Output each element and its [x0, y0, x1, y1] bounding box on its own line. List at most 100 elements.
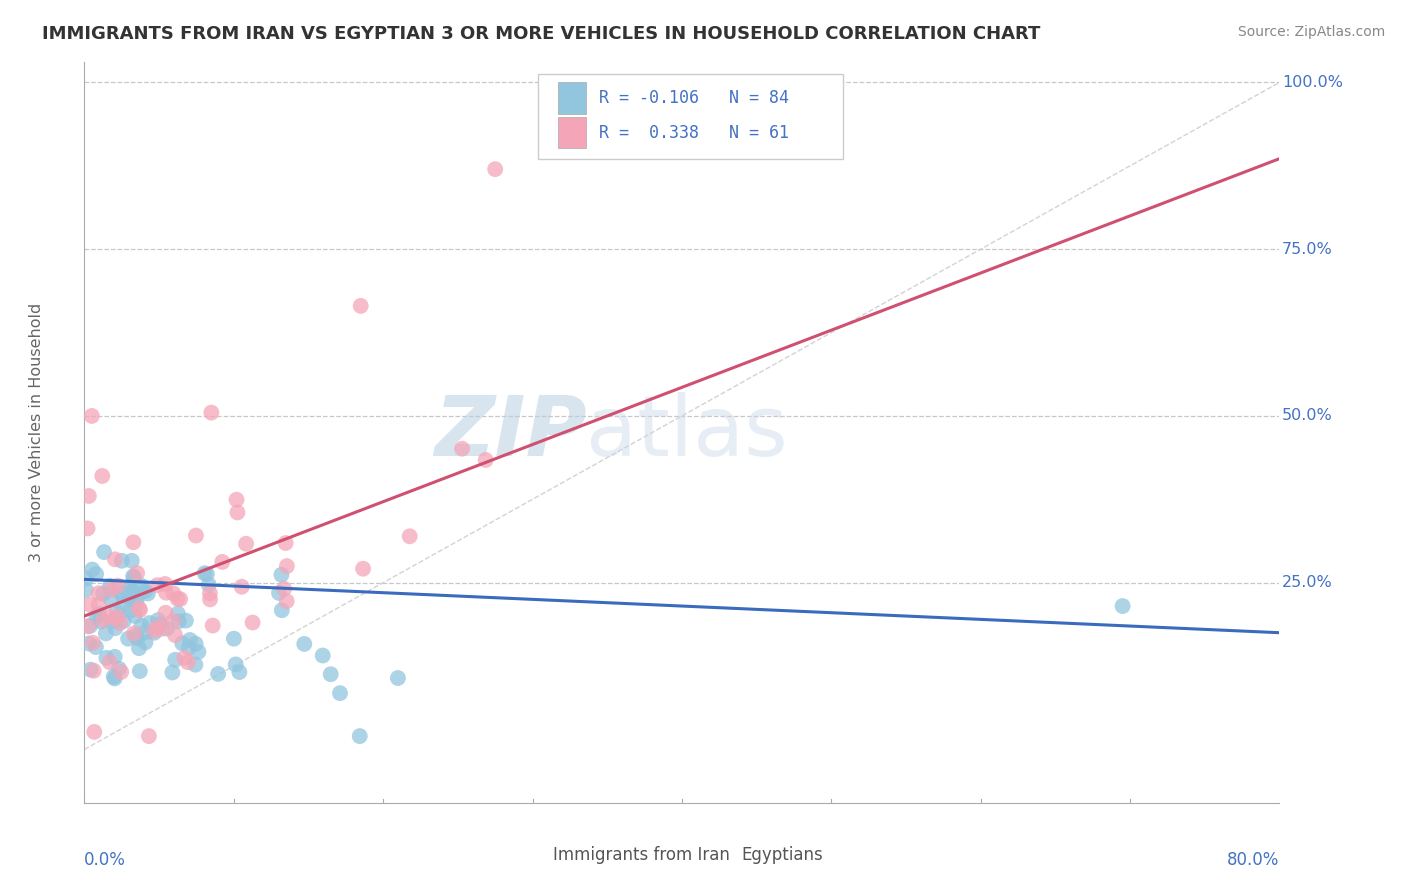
Point: [83, 724, 105, 739]
Point: [146, 613, 169, 627]
Point: [387, 671, 409, 685]
Text: 25.0%: 25.0%: [1282, 575, 1333, 591]
Point: [111, 599, 134, 614]
Point: [122, 569, 145, 583]
Point: [200, 406, 222, 420]
Point: [108, 615, 131, 630]
Point: [211, 555, 233, 569]
Point: [105, 604, 128, 618]
Point: [187, 645, 209, 659]
Text: 75.0%: 75.0%: [1282, 242, 1333, 257]
Point: [75, 571, 97, 585]
Point: [96, 651, 118, 665]
Point: [129, 579, 152, 593]
Point: [174, 614, 197, 628]
Point: [91, 469, 114, 483]
Point: [177, 655, 200, 669]
Point: [79, 619, 101, 633]
Point: [451, 442, 474, 456]
Point: [162, 665, 184, 680]
Point: [228, 665, 250, 679]
Point: [350, 299, 373, 313]
Point: [118, 604, 141, 618]
Point: [87, 598, 110, 612]
Point: [162, 614, 184, 628]
Point: [201, 618, 224, 632]
Point: [179, 632, 201, 647]
Point: [198, 586, 221, 600]
Point: [79, 663, 101, 677]
Point: [117, 632, 139, 646]
Text: atlas: atlas: [586, 392, 787, 473]
Point: [107, 579, 129, 593]
Point: [165, 628, 187, 642]
Point: [184, 637, 207, 651]
Point: [84, 567, 107, 582]
Point: [162, 586, 184, 600]
Point: [108, 585, 131, 599]
Point: [110, 665, 132, 679]
Point: [329, 686, 352, 700]
Text: IMMIGRANTS FROM IRAN VS EGYPTIAN 3 OR MORE VEHICLES IN HOUSEHOLD CORRELATION CHA: IMMIGRANTS FROM IRAN VS EGYPTIAN 3 OR MO…: [42, 25, 1040, 43]
Point: [128, 601, 150, 615]
FancyBboxPatch shape: [538, 73, 844, 159]
Text: Source: ZipAtlas.com: Source: ZipAtlas.com: [1237, 25, 1385, 39]
Point: [235, 537, 257, 551]
Point: [77, 619, 100, 633]
Point: [173, 650, 195, 665]
Point: [312, 648, 335, 663]
Point: [127, 632, 149, 646]
FancyBboxPatch shape: [519, 840, 548, 871]
Point: [194, 566, 217, 581]
Point: [82, 563, 104, 577]
Point: [112, 614, 135, 628]
Point: [98, 609, 121, 624]
Point: [104, 621, 127, 635]
Point: [156, 622, 179, 636]
Point: [136, 586, 159, 600]
Point: [128, 664, 150, 678]
Text: Egyptians: Egyptians: [742, 847, 824, 864]
Point: [79, 598, 101, 612]
Point: [352, 562, 374, 576]
Point: [104, 649, 127, 664]
Point: [104, 672, 127, 686]
Point: [75, 582, 97, 597]
Point: [86, 609, 108, 624]
Text: 100.0%: 100.0%: [1282, 75, 1343, 90]
Point: [274, 536, 297, 550]
FancyBboxPatch shape: [707, 840, 735, 871]
Point: [82, 636, 104, 650]
Point: [103, 670, 125, 684]
Point: [98, 579, 121, 593]
Point: [167, 615, 190, 629]
Point: [165, 653, 187, 667]
Point: [177, 640, 200, 655]
Point: [131, 618, 153, 632]
Point: [222, 632, 245, 646]
Point: [77, 636, 100, 650]
Point: [225, 657, 247, 672]
Point: [198, 592, 221, 607]
Point: [474, 453, 496, 467]
Point: [166, 607, 188, 621]
Point: [143, 625, 166, 640]
Point: [111, 554, 134, 568]
Point: [150, 622, 173, 636]
Point: [149, 617, 172, 632]
Point: [155, 585, 177, 599]
Point: [93, 545, 115, 559]
Point: [89, 607, 111, 621]
Text: R = -0.106   N = 84: R = -0.106 N = 84: [599, 89, 789, 107]
Point: [225, 492, 247, 507]
Point: [146, 578, 169, 592]
Point: [122, 626, 145, 640]
Point: [77, 489, 100, 503]
Point: [1111, 599, 1133, 613]
Point: [80, 409, 103, 423]
Point: [105, 609, 128, 624]
Text: 3 or more Vehicles in Household: 3 or more Vehicles in Household: [30, 303, 44, 562]
Text: Immigrants from Iran: Immigrants from Iran: [553, 847, 730, 864]
Point: [98, 655, 121, 669]
Point: [484, 162, 506, 177]
